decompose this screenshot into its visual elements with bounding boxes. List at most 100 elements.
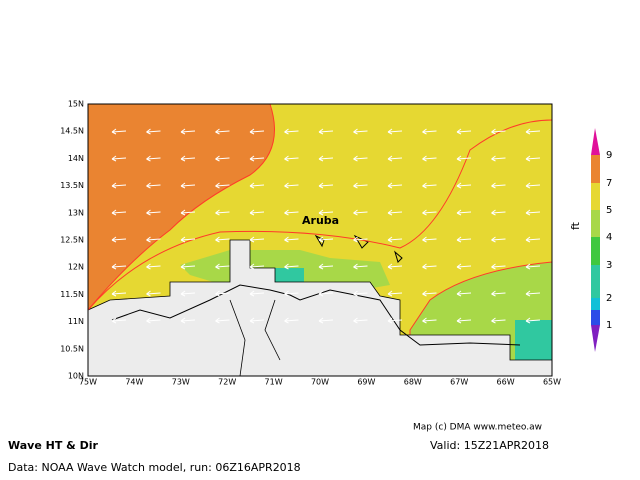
wave-arrow — [387, 236, 403, 243]
lon-label: 69W — [357, 378, 375, 387]
coastline — [111, 284, 521, 346]
wave-arrow — [353, 209, 368, 216]
wave-arrow — [525, 236, 541, 243]
wave-arrow — [215, 236, 230, 243]
colorbar-label: 7 — [606, 178, 612, 189]
wave-arrow — [525, 290, 541, 297]
wave-arrow — [387, 290, 403, 297]
colorbar-top — [591, 128, 600, 155]
map-frame — [87, 103, 553, 377]
wave-arrow — [215, 209, 230, 216]
wave-arrow — [318, 290, 334, 297]
wave-arrow — [387, 317, 403, 324]
wave-arrow — [353, 155, 368, 162]
lat-label: 11.5N — [60, 290, 84, 299]
wave-arrow — [525, 209, 541, 216]
colorbar-seg — [591, 237, 600, 265]
wave-arrow — [284, 263, 299, 270]
lat-label: 12N — [68, 263, 84, 272]
lon-label: 66W — [497, 378, 515, 387]
wave-arrow — [284, 155, 299, 162]
wave-arrow — [111, 155, 127, 162]
wave-arrow — [111, 317, 127, 324]
wave-arrow — [180, 128, 196, 135]
wave-arrow — [491, 236, 506, 243]
wave-arrow — [422, 209, 437, 216]
wave-arrows — [111, 128, 541, 324]
lon-label: 74W — [125, 378, 143, 387]
wave-arrow — [284, 236, 299, 243]
wave-arrow — [491, 128, 506, 135]
wave-arrow — [353, 182, 368, 189]
wave-arrow — [146, 209, 161, 216]
wave-arrow — [491, 263, 506, 270]
wave-arrow — [422, 263, 437, 270]
data-source: Data: NOAA Wave Watch model, run: 06Z16A… — [8, 461, 301, 474]
wave-arrow — [491, 182, 506, 189]
wave-arrow — [318, 263, 334, 270]
wave-arrow — [215, 317, 230, 324]
wave-arrow — [525, 317, 541, 324]
colorbar-unit: ft — [569, 221, 582, 230]
lat-label: 10N — [68, 372, 84, 381]
colorbar-label: 5 — [606, 205, 612, 216]
wave-arrow — [146, 182, 161, 189]
wave-arrow — [180, 236, 196, 243]
lon-label: 70W — [311, 378, 329, 387]
wave-arrow — [249, 209, 265, 216]
land — [88, 239, 552, 376]
wave-arrow — [249, 128, 265, 135]
map-area — [88, 104, 552, 376]
lon-label: 75W — [79, 378, 97, 387]
wave-arrow — [215, 182, 230, 189]
wave-arrow — [111, 236, 127, 243]
wave-arrow — [422, 236, 437, 243]
wave-arrow — [180, 155, 196, 162]
wave-arrow — [456, 155, 472, 162]
lat-label: 15N — [68, 100, 84, 109]
lat-label: 14.5N — [60, 127, 84, 136]
wave-arrow — [353, 236, 368, 243]
wave-arrow — [284, 128, 299, 135]
colorbar-label: 1 — [606, 320, 612, 331]
wave-arrow — [353, 290, 368, 297]
sea-teal-east — [515, 320, 552, 360]
colorbar-label: 4 — [606, 232, 612, 243]
wave-arrow — [353, 317, 368, 324]
wave-arrow — [249, 155, 265, 162]
wave-arrow — [111, 290, 127, 297]
colorbar-label: 3 — [606, 260, 612, 271]
wave-arrow — [215, 128, 230, 135]
wave-arrow — [215, 155, 230, 162]
wave-arrow — [249, 263, 265, 270]
wave-arrow — [456, 236, 472, 243]
colorbar-seg — [591, 265, 600, 298]
wave-arrow — [456, 128, 472, 135]
wave-arrow — [422, 128, 437, 135]
wave-arrow — [318, 209, 334, 216]
colorbar-bottom — [591, 325, 600, 352]
wave-arrow — [422, 182, 437, 189]
colorbar-seg — [591, 183, 600, 210]
colorbar-seg — [591, 155, 600, 183]
lon-label: 67W — [450, 378, 468, 387]
wave-arrow — [111, 128, 127, 135]
colorbar-seg — [591, 310, 600, 325]
wave-arrow — [387, 155, 403, 162]
title: Wave HT & Dir — [8, 439, 98, 452]
credit: Map (c) DMA www.meteo.aw — [413, 423, 542, 433]
wave-arrow — [180, 263, 196, 270]
lon-label: 68W — [404, 378, 422, 387]
wave-arrow — [318, 182, 334, 189]
wave-arrow — [318, 128, 334, 135]
wave-arrow — [180, 182, 196, 189]
wave-arrow — [456, 290, 472, 297]
wave-arrow — [491, 209, 506, 216]
island-aruba — [314, 234, 325, 248]
wave-arrow — [387, 182, 403, 189]
wave-arrow — [525, 155, 541, 162]
wave-arrow — [180, 290, 196, 297]
wave-arrow — [180, 317, 196, 324]
wave-arrow — [215, 263, 230, 270]
colorbar-label: 9 — [606, 150, 612, 161]
